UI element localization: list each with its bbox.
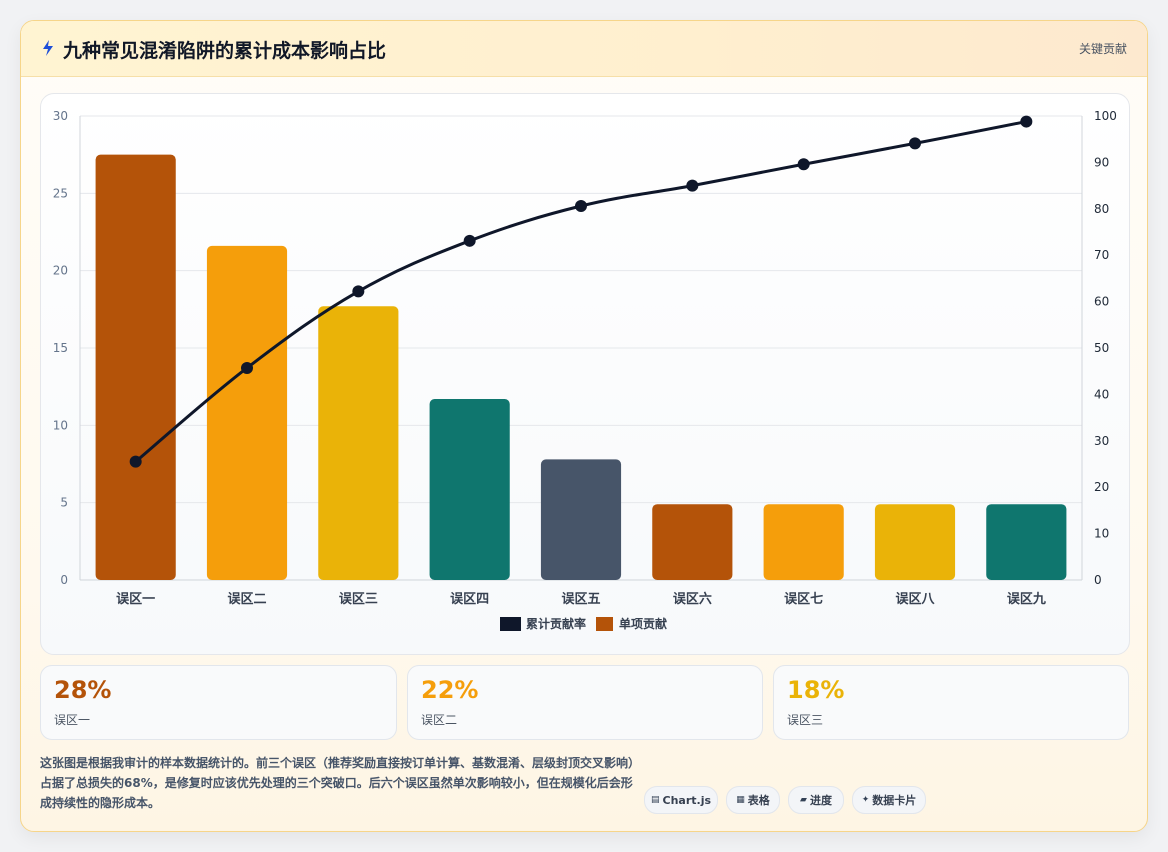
progress-icon: ▰ bbox=[800, 795, 807, 805]
footnote-text: 这张图是根据我审计的样本数据统计的。前三个误区（推荐奖励直接按订单计算、基数混淆… bbox=[40, 756, 641, 810]
cumulative-point bbox=[797, 158, 810, 171]
pill-label: 进度 bbox=[809, 794, 832, 807]
x-tick-label: 误区四 bbox=[450, 592, 489, 607]
cumulative-point bbox=[686, 179, 699, 192]
y-left-tick-label: 20 bbox=[53, 264, 68, 278]
cumulative-point bbox=[241, 361, 253, 374]
y-right-tick-label: 100 bbox=[1094, 109, 1117, 123]
y-right-tick-label: 30 bbox=[1094, 434, 1109, 448]
y-left-tick-label: 15 bbox=[53, 341, 68, 355]
bar bbox=[652, 504, 733, 580]
stat-label: 误区三 bbox=[787, 713, 824, 727]
y-left-tick-label: 0 bbox=[60, 573, 68, 587]
stat-value: 22% bbox=[421, 676, 479, 704]
y-right-tick-label: 50 bbox=[1094, 341, 1109, 355]
bar bbox=[540, 459, 622, 580]
cumulative-point bbox=[463, 234, 476, 247]
x-tick-label: 误区六 bbox=[673, 591, 712, 607]
chartjs-pill[interactable]: ▤ Chart.js bbox=[644, 786, 718, 814]
pill-label: 表格 bbox=[747, 794, 770, 807]
y-right-tick-label: 10 bbox=[1094, 527, 1109, 541]
x-tick-label: 误区三 bbox=[339, 592, 378, 607]
legend-label: 单项贡献 bbox=[619, 616, 667, 631]
y-right-tick-label: 80 bbox=[1094, 202, 1109, 216]
legend-swatch bbox=[500, 617, 521, 631]
stat-card-1: 28% 误区一 bbox=[40, 665, 397, 740]
bar bbox=[318, 306, 399, 580]
bar bbox=[429, 399, 510, 580]
legend-swatch bbox=[596, 617, 613, 631]
y-right-tick-label: 70 bbox=[1094, 248, 1109, 262]
bar bbox=[986, 504, 1067, 580]
bar bbox=[763, 504, 844, 580]
y-right-tick-label: 90 bbox=[1094, 155, 1109, 169]
x-tick-label: 误区七 bbox=[784, 592, 823, 607]
chart-icon: ▤ bbox=[650, 795, 660, 805]
bar bbox=[874, 504, 956, 580]
cumulative-line bbox=[134, 120, 1027, 463]
x-tick-label: 误区五 bbox=[561, 592, 600, 607]
stat-value: 28% bbox=[54, 676, 112, 704]
table-icon: ▦ bbox=[736, 795, 745, 805]
pareto-chart: 0 5 10 15 20 25 30 0 10 20 30 40 50 60 70 80 90 100 误区一 误区二… bbox=[53, 109, 1117, 631]
pill-label: 数据卡片 bbox=[872, 794, 917, 807]
stat-label: 误区一 bbox=[54, 713, 91, 727]
page-title: 九种常见混淆陷阱的累计成本影响占比 bbox=[63, 40, 387, 62]
chart-card: 九种常见混淆陷阱的累计成本影响占比 关键贡献 0 5 10 15 20 25 30 0 10 20… bbox=[20, 20, 1148, 832]
key-contribution-tag[interactable]: 关键贡献 bbox=[1078, 42, 1127, 56]
lightning-icon bbox=[43, 40, 53, 56]
y-left-tick-label: 25 bbox=[53, 186, 68, 200]
cumulative-point bbox=[352, 285, 365, 298]
x-tick-label: 误区二 bbox=[227, 592, 266, 607]
chart-panel: 0 5 10 15 20 25 30 0 10 20 30 40 50 60 70 80 90 100 误区一 误区二… bbox=[40, 93, 1130, 655]
progress-pill[interactable]: ▰ 进度 bbox=[788, 786, 844, 814]
cumulative-point bbox=[909, 137, 921, 150]
x-tick-label: 误区九 bbox=[1007, 592, 1046, 607]
card-header: 九种常见混淆陷阱的累计成本影响占比 关键贡献 bbox=[21, 21, 1147, 77]
x-tick-label: 误区八 bbox=[895, 592, 935, 607]
y-left-tick-label: 10 bbox=[53, 418, 68, 432]
stat-label: 误区二 bbox=[421, 713, 458, 727]
bar bbox=[206, 245, 288, 581]
x-tick-label: 误区一 bbox=[116, 592, 155, 607]
y-left-tick-label: 5 bbox=[60, 496, 68, 510]
cumulative-point bbox=[129, 455, 142, 468]
stat-value: 18% bbox=[787, 676, 845, 704]
cumulative-point bbox=[1020, 115, 1033, 128]
y-right-tick-label: 0 bbox=[1094, 573, 1102, 587]
stat-card-2: 22% 误区二 bbox=[407, 665, 763, 740]
bar bbox=[95, 154, 176, 580]
y-right-tick-label: 40 bbox=[1094, 387, 1109, 401]
y-left-tick-label: 30 bbox=[53, 109, 68, 123]
y-right-tick-label: 60 bbox=[1094, 295, 1109, 309]
cumulative-point bbox=[575, 200, 587, 213]
legend-label: 累计贡献率 bbox=[526, 616, 586, 631]
pill-label: Chart.js bbox=[662, 793, 712, 807]
sparkle-icon: ✦ bbox=[861, 795, 870, 805]
data-card-pill[interactable]: ✦ 数据卡片 bbox=[852, 786, 926, 814]
table-pill[interactable]: ▦ 表格 bbox=[726, 786, 780, 814]
y-right-tick-label: 20 bbox=[1094, 480, 1109, 494]
stat-card-3: 18% 误区三 bbox=[773, 665, 1129, 740]
